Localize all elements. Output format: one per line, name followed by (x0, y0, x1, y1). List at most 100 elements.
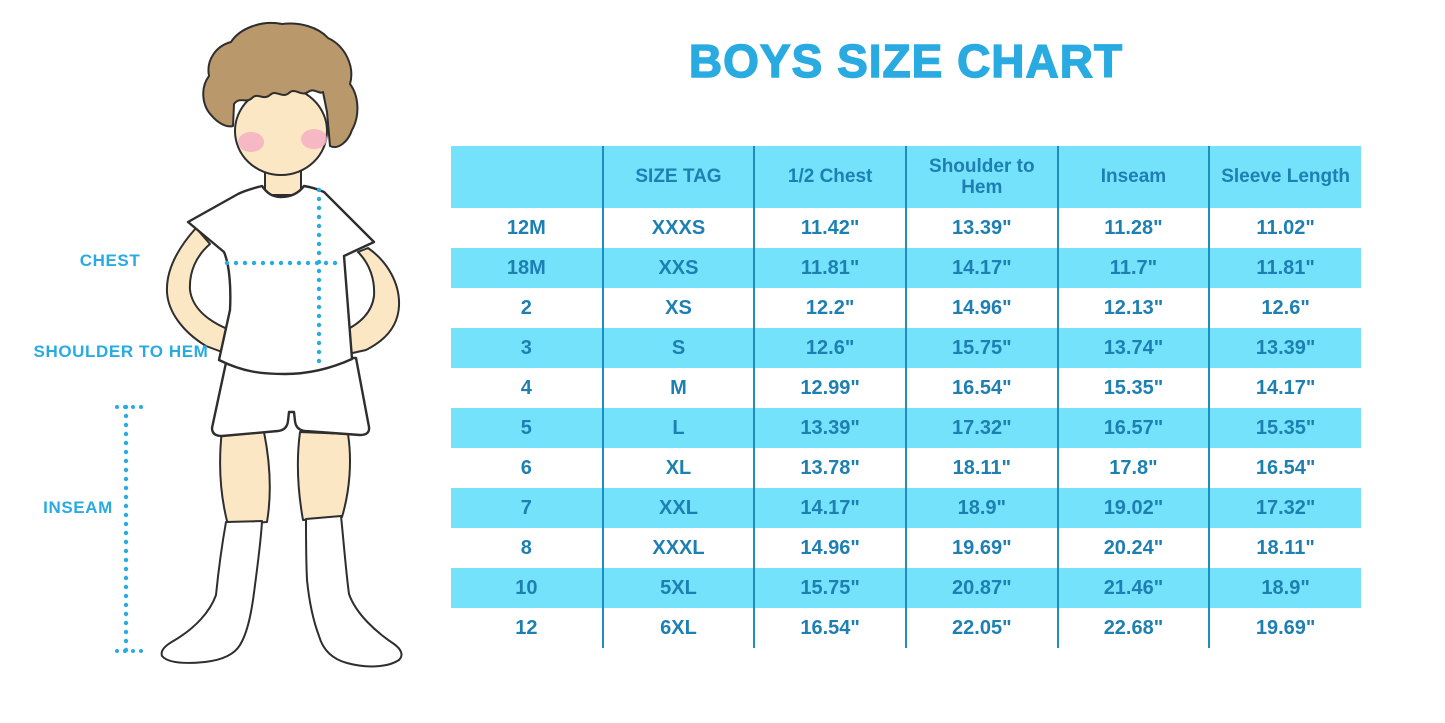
shoulder-to-hem-cell: 16.54" (904, 368, 1058, 408)
table-row: 12M XXXS 11.42" 13.39" 11.28" 11.02" (451, 208, 1361, 248)
boy-hair (202, 22, 359, 148)
table-row: 5 L 13.39" 17.32" 16.57" 15.35" (451, 408, 1361, 448)
size-cell: 8 (520, 536, 532, 559)
size-tag-cell: XL (601, 448, 755, 488)
size-cell: 3 (451, 328, 603, 368)
table-row: 7 XXL 14.17" 18.9" 19.02" 17.32" (451, 488, 1361, 528)
table-row: 10 5XL 15.75" 20.87" 21.46" 18.9" (451, 568, 1361, 608)
size-tag-cell: M (601, 368, 755, 408)
inseam-cell: 13.74" (1056, 328, 1210, 368)
table-header-sleeve-length: Sleeve Length (1208, 146, 1361, 208)
boy-shorts (210, 356, 371, 438)
size-cell: 12M (506, 216, 546, 239)
boy-measurement-illustration (115, 22, 403, 668)
sleeve-length-cell: 15.35" (1208, 408, 1361, 448)
inseam-cell: 19.02" (1056, 488, 1210, 528)
boy-tshirt (186, 184, 376, 376)
size-cell: 6 (520, 456, 532, 479)
shoulder-to-hem-cell: 20.87" (904, 568, 1058, 608)
inseam-cell: 16.57" (1056, 408, 1210, 448)
shoulder-to-hem-cell: 14.96" (904, 288, 1058, 328)
inseam-cell: 21.46" (1056, 568, 1210, 608)
inseam-cell: 11.28" (1056, 208, 1210, 248)
half-chest-cell: 12.99" (753, 368, 906, 408)
half-chest-cell: 14.17" (753, 488, 906, 528)
half-chest-cell: 14.96" (753, 528, 906, 568)
half-chest-cell: 13.39" (753, 408, 906, 448)
boy-right-sock (305, 515, 403, 668)
size-table: SIZE TAG 1/2 Chest Shoulder to Hem Insea… (451, 146, 1361, 648)
half-chest-cell: 15.75" (753, 568, 906, 608)
inseam-cell: 20.24" (1056, 528, 1210, 568)
size-tag-cell: L (601, 408, 755, 448)
size-cell: 4 (520, 376, 532, 399)
size-tag-cell: XXS (601, 248, 755, 288)
boy-blush-left (238, 132, 264, 152)
inseam-cell: 12.13" (1056, 288, 1210, 328)
size-cell: 10 (451, 568, 603, 608)
shoulder-to-hem-cell: 18.11" (904, 448, 1058, 488)
shoulder-to-hem-cell: 13.39" (904, 208, 1058, 248)
size-cell: 2 (520, 296, 532, 319)
inseam-cell: 22.68" (1056, 608, 1210, 648)
size-tag-cell: XS (601, 288, 755, 328)
table-row: 4 M 12.99" 16.54" 15.35" 14.17" (451, 368, 1361, 408)
size-cell: 18M (451, 248, 603, 288)
shoulder-to-hem-cell: 17.32" (904, 408, 1058, 448)
half-chest-cell: 12.2" (753, 288, 906, 328)
size-cell: 5 (451, 408, 603, 448)
inseam-label: INSEAM (43, 498, 113, 517)
table-header-half-chest: 1/2 Chest (753, 146, 906, 208)
sleeve-length-cell: 11.02" (1208, 208, 1361, 248)
table-header-size-tag: SIZE TAG (601, 146, 755, 208)
boy-left-sock (160, 520, 263, 664)
size-tag-cell: S (601, 328, 755, 368)
half-chest-cell: 11.81" (753, 248, 906, 288)
shoulder-to-hem-cell: 15.75" (904, 328, 1058, 368)
sleeve-length-cell: 16.54" (1208, 448, 1361, 488)
boy-left-leg (219, 429, 271, 526)
table-row: 2 XS 12.2" 14.96" 12.13" 12.6" (451, 288, 1361, 328)
inseam-cell: 17.8" (1056, 448, 1210, 488)
boy-right-leg (296, 431, 351, 521)
inseam-cell: 15.35" (1056, 368, 1210, 408)
sleeve-length-cell: 17.32" (1208, 488, 1361, 528)
half-chest-cell: 16.54" (753, 608, 906, 648)
size-tag-cell: 6XL (601, 608, 755, 648)
sleeve-length-cell: 14.17" (1208, 368, 1361, 408)
sleeve-length-cell: 18.11" (1208, 528, 1361, 568)
half-chest-cell: 11.42" (753, 208, 906, 248)
table-row: 8 XXXL 14.96" 19.69" 20.24" 18.11" (451, 528, 1361, 568)
half-chest-cell: 12.6" (753, 328, 906, 368)
table-row: 12 6XL 16.54" 22.05" 22.68" 19.69" (451, 608, 1361, 648)
boy-blush-right (301, 129, 327, 149)
table-row: 18M XXS 11.81" 14.17" 11.7" 11.81" (451, 248, 1361, 288)
size-cell: 12 (515, 616, 538, 639)
sleeve-length-cell: 11.81" (1208, 248, 1361, 288)
chest-label: CHEST (79, 251, 141, 270)
table-row: 6 XL 13.78" 18.11" 17.8" 16.54" (451, 448, 1361, 488)
sleeve-length-cell: 13.39" (1208, 328, 1361, 368)
table-header-blank (451, 146, 603, 208)
boy-left-arm (165, 227, 231, 353)
size-cell: 7 (451, 488, 603, 528)
shoulder-to-hem-cell: 22.05" (904, 608, 1058, 648)
page-title: BOYS SIZE CHART (688, 34, 1124, 87)
size-tag-cell: XXXL (601, 528, 755, 568)
inseam-cell: 11.7" (1056, 248, 1210, 288)
table-header-shoulder-to-hem: Shoulder to Hem (904, 146, 1058, 208)
table-row: 3 S 12.6" 15.75" 13.74" 13.39" (451, 328, 1361, 368)
table-header-row: SIZE TAG 1/2 Chest Shoulder to Hem Insea… (451, 146, 1361, 208)
size-tag-cell: 5XL (601, 568, 755, 608)
shoulder-to-hem-cell: 14.17" (904, 248, 1058, 288)
sleeve-length-cell: 18.9" (1208, 568, 1361, 608)
sleeve-length-cell: 12.6" (1208, 288, 1361, 328)
table-header-inseam: Inseam (1056, 146, 1210, 208)
sleeve-length-cell: 19.69" (1208, 608, 1361, 648)
shoulder-to-hem-label: SHOULDER TO HEM (33, 342, 209, 361)
size-tag-cell: XXL (601, 488, 755, 528)
half-chest-cell: 13.78" (753, 448, 906, 488)
shoulder-to-hem-cell: 19.69" (904, 528, 1058, 568)
size-tag-cell: XXXS (601, 208, 755, 248)
